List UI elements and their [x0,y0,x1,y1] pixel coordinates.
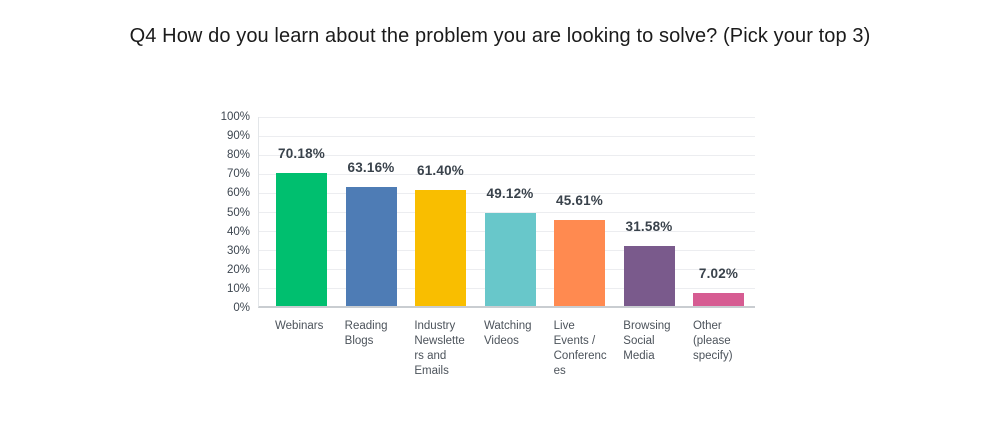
category-label: Watching Videos [483,320,532,347]
bar-value-label: 49.12% [486,186,534,202]
gridline [259,192,755,194]
category-label: Browsing Social Media [623,320,671,362]
bar-slot-7: 7.02% [693,117,744,306]
category-label-slot-7: Other (please specify) [693,319,744,379]
bar-slot-1: 70.18% [276,117,327,306]
category-label-slot-3: Industry Newslette rs and Emails [414,319,465,379]
y-axis-tick-label: 70% [226,168,250,181]
bar-2 [345,186,397,306]
y-axis-tick-label: 90% [226,130,250,143]
y-axis-tick-label: 80% [226,149,250,162]
bar-slot-2: 63.16% [345,117,397,306]
category-label-slot-2: Reading Blogs [345,319,396,379]
y-axis-tick-label: 20% [226,263,250,276]
bar-slot-4: 49.12% [484,117,536,306]
y-axis-tick-label: 100% [220,111,250,123]
x-axis-category-labels: Webinars Reading Blogs Industry Newslette … [258,319,755,379]
bar-slot-3: 61.40% [415,117,466,306]
category-label: Industry Newslette rs and Emails [414,320,465,377]
bar-slot-6: 31.58% [623,117,675,306]
category-label-slot-5: Live Events / Conferenc es [554,319,607,379]
bar-value-label: 63.16% [347,159,395,175]
bar-7 [693,292,744,306]
category-label: Webinars [275,320,324,332]
y-axis-tick-label: 50% [226,206,250,219]
bar-slot-5: 45.61% [554,117,605,306]
bar-value-label: 61.40% [417,162,464,178]
bar-1 [276,173,327,306]
y-axis-tick-label: 60% [226,187,250,200]
gridline [259,135,755,137]
bar-value-label: 45.61% [556,192,603,208]
bar-value-label: 31.58% [625,219,673,235]
gridline [259,154,755,156]
category-label-slot-1: Webinars [275,319,326,379]
bar-3 [415,189,466,306]
category-label: Live Events / Conferenc es [553,320,607,377]
bar-4 [484,213,536,306]
category-label-slot-6: Browsing Social Media [623,319,674,379]
y-axis: 0% 10% 20% 30% 40% 50% 60% 70% 80% 90% 100% [0,111,250,314]
plot-area: 70.18% 63.16% 61.40% 49.12% 45.61% 31.58% 7.02… [258,116,755,308]
category-label: Reading Blogs [344,320,388,347]
bar-value-label: 7.02% [698,265,739,281]
y-axis-tick-label: 30% [226,244,250,257]
gridline [259,173,755,175]
category-label-slot-4: Watching Videos [484,319,535,379]
bar-value-label: 70.18% [278,146,325,162]
category-label: Other (please specify) [692,320,733,362]
chart-title: Q4 How do you learn about the problem yo… [129,25,871,47]
bar-5 [554,219,605,306]
y-axis-tick-label: 40% [226,225,250,238]
y-axis-tick-label: 10% [226,282,250,295]
bar-6 [623,246,675,306]
gridline [259,116,755,118]
gridline [259,212,755,213]
bars-row: 70.18% 63.16% 61.40% 49.12% 45.61% 31.58% 7.02… [259,117,755,306]
y-axis-tick-label: 0% [233,302,250,314]
